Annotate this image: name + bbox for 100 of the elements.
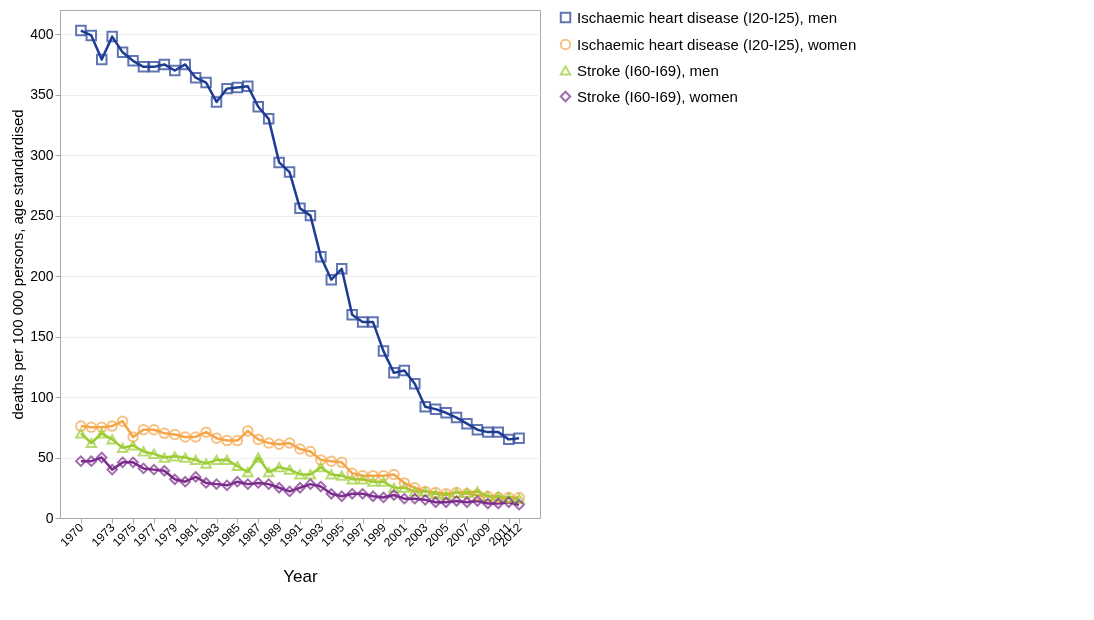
y-tick-label: 400 xyxy=(30,25,54,42)
point xyxy=(273,482,285,494)
point xyxy=(367,476,379,487)
point xyxy=(450,411,463,424)
point xyxy=(210,432,223,444)
point xyxy=(200,458,212,469)
point xyxy=(315,454,327,466)
point xyxy=(450,495,463,507)
point xyxy=(409,492,421,505)
point xyxy=(116,442,129,453)
point xyxy=(179,58,191,71)
point xyxy=(148,448,160,459)
point xyxy=(231,434,244,447)
y-tick-label: 50 xyxy=(37,449,54,466)
point xyxy=(388,468,400,481)
point xyxy=(252,452,264,463)
point xyxy=(471,423,484,436)
point xyxy=(127,55,139,67)
point xyxy=(158,452,171,463)
point xyxy=(116,456,129,469)
y-tick-label: 150 xyxy=(30,328,54,345)
point xyxy=(419,400,431,413)
point xyxy=(513,432,525,444)
point xyxy=(262,113,275,125)
point xyxy=(502,496,515,509)
point xyxy=(356,474,369,485)
point xyxy=(75,420,87,432)
point xyxy=(189,471,202,483)
point xyxy=(127,431,139,443)
point xyxy=(273,462,285,473)
point xyxy=(419,494,431,506)
y-tick-label: 350 xyxy=(30,86,54,103)
point xyxy=(252,433,264,446)
point xyxy=(346,467,358,479)
point xyxy=(116,46,129,59)
point xyxy=(398,482,411,493)
point xyxy=(200,426,212,438)
point xyxy=(336,470,348,481)
point xyxy=(482,426,494,438)
point xyxy=(304,209,317,222)
point xyxy=(106,420,118,432)
point xyxy=(169,451,181,462)
point xyxy=(127,456,139,469)
point xyxy=(137,446,150,457)
point xyxy=(482,497,494,510)
point xyxy=(189,454,202,466)
point xyxy=(471,486,484,497)
y-tick-label: 100 xyxy=(30,388,54,405)
point xyxy=(158,465,171,477)
point xyxy=(85,437,98,449)
point xyxy=(377,345,390,357)
point xyxy=(283,485,296,498)
point xyxy=(221,479,233,492)
point xyxy=(336,263,348,275)
point xyxy=(96,53,108,66)
point xyxy=(283,464,296,475)
point xyxy=(429,496,442,509)
point xyxy=(346,488,358,500)
point xyxy=(336,490,348,502)
point xyxy=(158,58,171,71)
point xyxy=(242,425,254,437)
point xyxy=(200,477,212,489)
point xyxy=(85,455,98,467)
point xyxy=(242,80,254,92)
point xyxy=(367,490,379,502)
legend-label: Stroke (I60-I69), women xyxy=(577,87,738,105)
point xyxy=(356,488,369,500)
point xyxy=(502,433,515,446)
legend-label: Stroke (I60-I69), men xyxy=(577,61,719,79)
point xyxy=(200,76,212,89)
point xyxy=(189,71,202,84)
point xyxy=(158,427,171,440)
point xyxy=(429,403,442,415)
point xyxy=(116,415,129,427)
point xyxy=(367,316,379,328)
point xyxy=(210,454,223,466)
point xyxy=(221,82,233,95)
point xyxy=(179,452,191,463)
point xyxy=(409,486,421,497)
point xyxy=(231,460,244,472)
point xyxy=(148,61,160,73)
point xyxy=(252,477,264,489)
point xyxy=(96,428,108,439)
point xyxy=(346,309,358,321)
point xyxy=(262,478,275,490)
point xyxy=(252,101,264,113)
point xyxy=(179,431,191,443)
point xyxy=(398,477,411,489)
point xyxy=(398,492,411,505)
point xyxy=(231,81,244,94)
point xyxy=(221,454,233,466)
point xyxy=(315,462,327,473)
point xyxy=(409,378,421,390)
legend-label: Ischaemic heart disease (I20-I25), men xyxy=(577,8,838,26)
point xyxy=(189,431,202,443)
point xyxy=(461,417,473,430)
point xyxy=(137,462,150,475)
point xyxy=(85,421,98,434)
point xyxy=(304,469,317,480)
point xyxy=(398,364,411,377)
